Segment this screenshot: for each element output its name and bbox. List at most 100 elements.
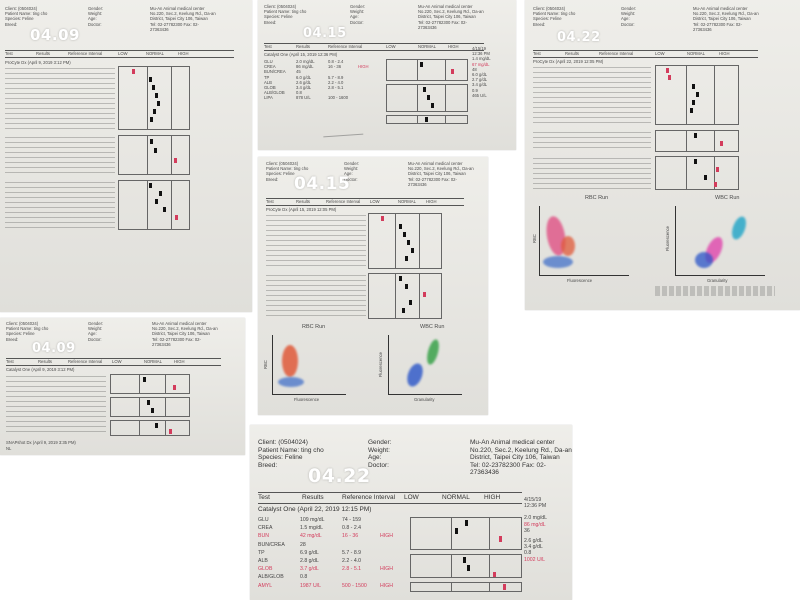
- clinic-name: Mu-An Animal medical center: [693, 6, 748, 11]
- section-title: ProCyte Dx (April 15, 2019 12:05 PM): [266, 207, 337, 212]
- range-box-3: [386, 115, 468, 124]
- header-left-block: Client: (0504024) Patient Name: ting cho…: [264, 4, 306, 25]
- client-label: Client: (0504024): [266, 161, 299, 166]
- results-rows-block-2: [533, 130, 651, 152]
- clinic-address-2: District, Taipei City 106, Taiwan: [418, 14, 476, 20]
- table-row: GLU 2.0 mg/dL 0.8 - 2.4: [264, 59, 384, 64]
- col-ref: Reference Interval: [342, 494, 396, 501]
- test-result: 0.8: [296, 90, 302, 96]
- test-result: 1.5 mg/dL: [300, 525, 324, 532]
- col-low: LOW: [655, 51, 665, 56]
- wbc-run-title: WBC Run: [420, 324, 445, 330]
- side-value-column: 4/15/19 12:36 PM 1.4 mg/dL 67 mg/dL 48 6…: [472, 46, 491, 98]
- header-right-block: Mu-An Animal medical center No.220, Sec.…: [693, 6, 759, 32]
- clinic-address-1: No.220, Sec.2, Keelung Rd., Da-an: [150, 11, 216, 17]
- table-row: CREA 86 mg/dL 16 - 36 HIGH: [264, 64, 384, 69]
- weight-label: Weight:: [621, 11, 636, 17]
- range-box-1: [410, 517, 522, 550]
- range-box-3: [410, 582, 522, 592]
- side-value: 48: [472, 66, 477, 72]
- test-result: 0.8: [300, 574, 308, 581]
- patient-label: Patient Name: ting cho: [264, 9, 307, 15]
- test-result: 2.8 g/dL: [300, 557, 319, 564]
- test-ref: 5.7 - 8.9: [328, 74, 344, 80]
- test-result: 6.9 g/dL: [300, 549, 319, 556]
- test-ref: 100 - 1600: [328, 95, 349, 101]
- date-stamp: 04.22: [308, 465, 371, 487]
- clinic-address-1: No.220, Sec.2, Keelung Rd., Da-an: [408, 166, 474, 172]
- test-ref: 74 - 159: [342, 517, 362, 523]
- snapshot-footer: SNAPshot Dx (April 9, 2019 3:35 PM): [6, 440, 76, 445]
- range-box-2: [118, 135, 190, 175]
- lab-report-sheet-0409-catalyst: Client: (0504024) Patient Name: ting cho…: [0, 318, 245, 455]
- table-row: LIPA 878 U/L 100 - 1600: [264, 95, 384, 100]
- wbc-scatter-plot: [388, 335, 462, 395]
- range-box-1: [386, 59, 468, 81]
- section-title: ProCyte Dx (April 22, 2019 12:05 PM): [533, 59, 604, 64]
- clinic-fax: 27363436: [693, 26, 712, 32]
- table-row: ALB 2.6 g/dL 2.2 - 4.0: [264, 80, 384, 85]
- clinic-fax: 27363436: [418, 24, 437, 30]
- col-test: Test: [533, 51, 541, 56]
- test-ref: 2.2 - 4.0: [328, 79, 344, 85]
- clinic-phone: Tel: 02-27782300 Fax: 02-: [418, 19, 467, 25]
- test-result: 45: [296, 69, 301, 75]
- clinic-address-2: District, Taipei City 106, Taiwan: [408, 171, 466, 177]
- clinic-address-1: No.220, Sec.2, Keelung Rd., Da-an: [470, 446, 572, 454]
- patient-label: Patient Name: ting cho: [533, 11, 576, 17]
- col-ref: Reference Interval: [68, 51, 103, 56]
- results-rows-block-1: [533, 65, 651, 125]
- test-name: ALB: [264, 79, 272, 85]
- test-name: CREA: [264, 64, 276, 70]
- header-right-block: Mu-An Animal medical center No.220, Sec.…: [470, 439, 572, 477]
- table-row: ALB/GLOB 0.8: [264, 90, 384, 95]
- clinic-name: Mu-An Animal medical center: [418, 4, 473, 9]
- range-box-2: [386, 84, 468, 112]
- header-right-block: Mu-An Animal medical center No.220, Sec.…: [418, 4, 484, 30]
- col-results: Results: [302, 494, 324, 501]
- side-value: 3.4 g/dL: [524, 544, 543, 551]
- handwritten-note: [322, 124, 364, 138]
- table-row: GLOB 3.4 g/dL 2.8 - 5.1: [264, 85, 384, 90]
- clinic-fax: 27363436: [152, 341, 171, 347]
- col-results: Results: [296, 44, 310, 49]
- doctor-label: Doctor:: [621, 21, 635, 27]
- range-box-2: [410, 554, 522, 578]
- col-test: Test: [5, 51, 13, 56]
- col-high: HIGH: [174, 359, 185, 364]
- date-stamp: 04.15: [294, 174, 351, 194]
- col-normal: NORMAL: [144, 359, 162, 364]
- rbc-scatter-plot: [272, 335, 346, 395]
- doctor-label: Doctor:: [350, 19, 364, 25]
- clinic-phone: Tel: 02-27782300 Fax: 02-: [152, 336, 201, 342]
- side-value: 6.0 g/dL: [472, 72, 488, 78]
- test-result: 2.0 mg/dL: [296, 59, 315, 64]
- breed-label: Breed:: [264, 19, 277, 25]
- side-value: 12:36 PM: [524, 503, 547, 510]
- date-stamp: 04.22: [557, 30, 601, 45]
- weight-label: Weight:: [368, 446, 390, 454]
- range-box-1: [655, 65, 739, 125]
- table-row: BUN/CREA 28: [258, 542, 408, 550]
- test-name: GLU: [264, 59, 273, 64]
- client-label: Client: (0504024): [264, 4, 297, 9]
- col-normal: NORMAL: [398, 199, 416, 204]
- col-test: Test: [6, 359, 14, 364]
- test-name: CREA: [258, 525, 273, 532]
- results-rows-block-3: [5, 180, 115, 230]
- lab-report-sheet-0409-procyte: Client: (0504024) Patient Name: ting cho…: [0, 0, 252, 312]
- age-label: Age:: [368, 454, 382, 462]
- table-row: TP 6.9 g/dL 5.7 - 8.9: [258, 550, 408, 558]
- test-result: 86 mg/dL: [296, 64, 314, 70]
- test-name: BUN: [258, 533, 269, 540]
- col-low: LOW: [370, 199, 380, 204]
- test-result: 3.7 g/dL: [300, 566, 319, 573]
- range-box-1: [118, 66, 190, 130]
- test-flag: HIGH: [380, 582, 393, 589]
- rbc-y-axis-label: RBC: [531, 234, 537, 244]
- section-title: Catalyst One (April 22, 2019 12:15 PM): [258, 506, 372, 513]
- species-label: Species: Feline: [264, 14, 293, 20]
- col-results: Results: [565, 51, 579, 56]
- age-label: Age:: [621, 16, 630, 22]
- breed-label: Breed:: [533, 21, 546, 27]
